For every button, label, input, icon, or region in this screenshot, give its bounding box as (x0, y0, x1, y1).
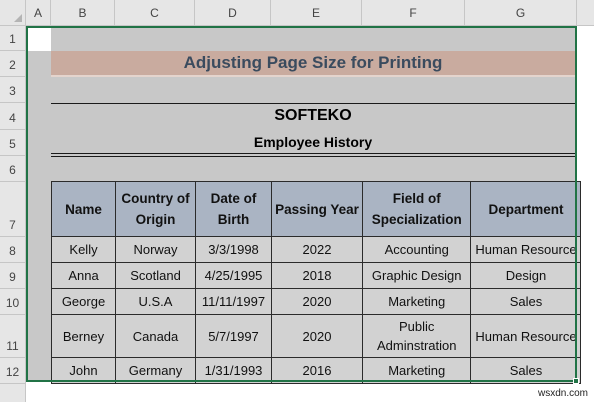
row-header-blank (0, 384, 26, 402)
cell-name[interactable]: George (51, 288, 116, 315)
cell-department[interactable]: Sales (470, 288, 582, 315)
column-header-blank (577, 0, 594, 26)
column-header-a[interactable]: A (26, 0, 51, 26)
column-header-e[interactable]: E (271, 0, 362, 26)
divider-double-2 (51, 156, 575, 157)
employee-table: Name Country of Origin Date of Birth Pas… (51, 181, 582, 384)
header-department[interactable]: Department (470, 181, 582, 237)
cell-passing-year[interactable]: 2022 (271, 236, 363, 263)
cell-department[interactable]: Design (470, 262, 582, 289)
cell-passing-year[interactable]: 2016 (271, 357, 363, 384)
column-header-f[interactable]: F (362, 0, 465, 26)
column-header-d[interactable]: D (195, 0, 271, 26)
cell-country[interactable]: Norway (115, 236, 196, 263)
title-band[interactable]: Adjusting Page Size for Printing (51, 51, 575, 77)
cell-country[interactable]: U.S.A (115, 288, 196, 315)
fill-handle[interactable] (573, 378, 579, 384)
column-header-g[interactable]: G (465, 0, 577, 26)
cell-passing-year[interactable]: 2020 (271, 314, 363, 358)
cell-name[interactable]: John (51, 357, 116, 384)
select-all-corner[interactable] (0, 0, 26, 26)
row-header-9[interactable]: 9 (0, 263, 26, 289)
column-header-b[interactable]: B (51, 0, 115, 26)
header-country[interactable]: Country of Origin (115, 181, 196, 237)
cell-field[interactable]: Marketing (361, 288, 472, 315)
row-header-4[interactable]: 4 (0, 103, 26, 130)
row-header-10[interactable]: 10 (0, 289, 26, 315)
row-header-8[interactable]: 8 (0, 237, 26, 263)
cell-department[interactable]: Human Resource (470, 314, 582, 358)
cell-dob[interactable]: 5/7/1997 (195, 314, 272, 358)
table-header-row: Name Country of Origin Date of Birth Pas… (51, 181, 582, 237)
header-field[interactable]: Field of Specialization (361, 181, 472, 237)
cell-field[interactable]: Public Adminstration (361, 314, 472, 358)
cell-a1[interactable] (26, 26, 51, 51)
sheet-subtitle[interactable]: Employee History (253, 134, 373, 150)
divider-double-1 (51, 153, 575, 154)
divider-top (51, 103, 575, 104)
row-header-6[interactable]: 6 (0, 156, 26, 182)
table-row: Anna Scotland 4/25/1995 2018 Graphic Des… (51, 262, 582, 289)
company-name[interactable]: SOFTEKO (274, 107, 352, 124)
selection-border (26, 26, 577, 382)
row-header-1[interactable]: 1 (0, 26, 26, 51)
cell-dob[interactable]: 11/11/1997 (195, 288, 272, 315)
cell-name[interactable]: Anna (51, 262, 116, 289)
cell-name[interactable]: Kelly (51, 236, 116, 263)
cell-dob[interactable]: 3/3/1998 (195, 236, 272, 263)
table-row: John Germany 1/31/1993 2016 Marketing Sa… (51, 357, 582, 384)
row-header-2[interactable]: 2 (0, 51, 26, 77)
row-header-11[interactable]: 11 (0, 315, 26, 358)
row-header-7[interactable]: 7 (0, 182, 26, 237)
cell-field[interactable]: Accounting (361, 236, 472, 263)
row-header-3[interactable]: 3 (0, 77, 26, 103)
cell-field[interactable]: Marketing (361, 357, 472, 384)
cell-dob[interactable]: 4/25/1995 (195, 262, 272, 289)
cell-dob[interactable]: 1/31/1993 (195, 357, 272, 384)
cell-name[interactable]: Berney (51, 314, 116, 358)
table-row: Berney Canada 5/7/1997 2020 Public Admin… (51, 314, 582, 358)
cell-passing-year[interactable]: 2018 (271, 262, 363, 289)
row-header-12[interactable]: 12 (0, 358, 26, 384)
cell-department[interactable]: Sales (470, 357, 582, 384)
watermark: wsxdn.com (537, 388, 588, 399)
select-all-triangle-icon (14, 14, 22, 22)
column-header-c[interactable]: C (115, 0, 195, 26)
table-row: George U.S.A 11/11/1997 2020 Marketing S… (51, 288, 582, 315)
header-passing-year[interactable]: Passing Year (271, 181, 363, 237)
row-header-5[interactable]: 5 (0, 130, 26, 156)
cell-country[interactable]: Canada (115, 314, 196, 358)
header-name[interactable]: Name (51, 181, 116, 237)
sheet-title: Adjusting Page Size for Printing (183, 53, 443, 72)
